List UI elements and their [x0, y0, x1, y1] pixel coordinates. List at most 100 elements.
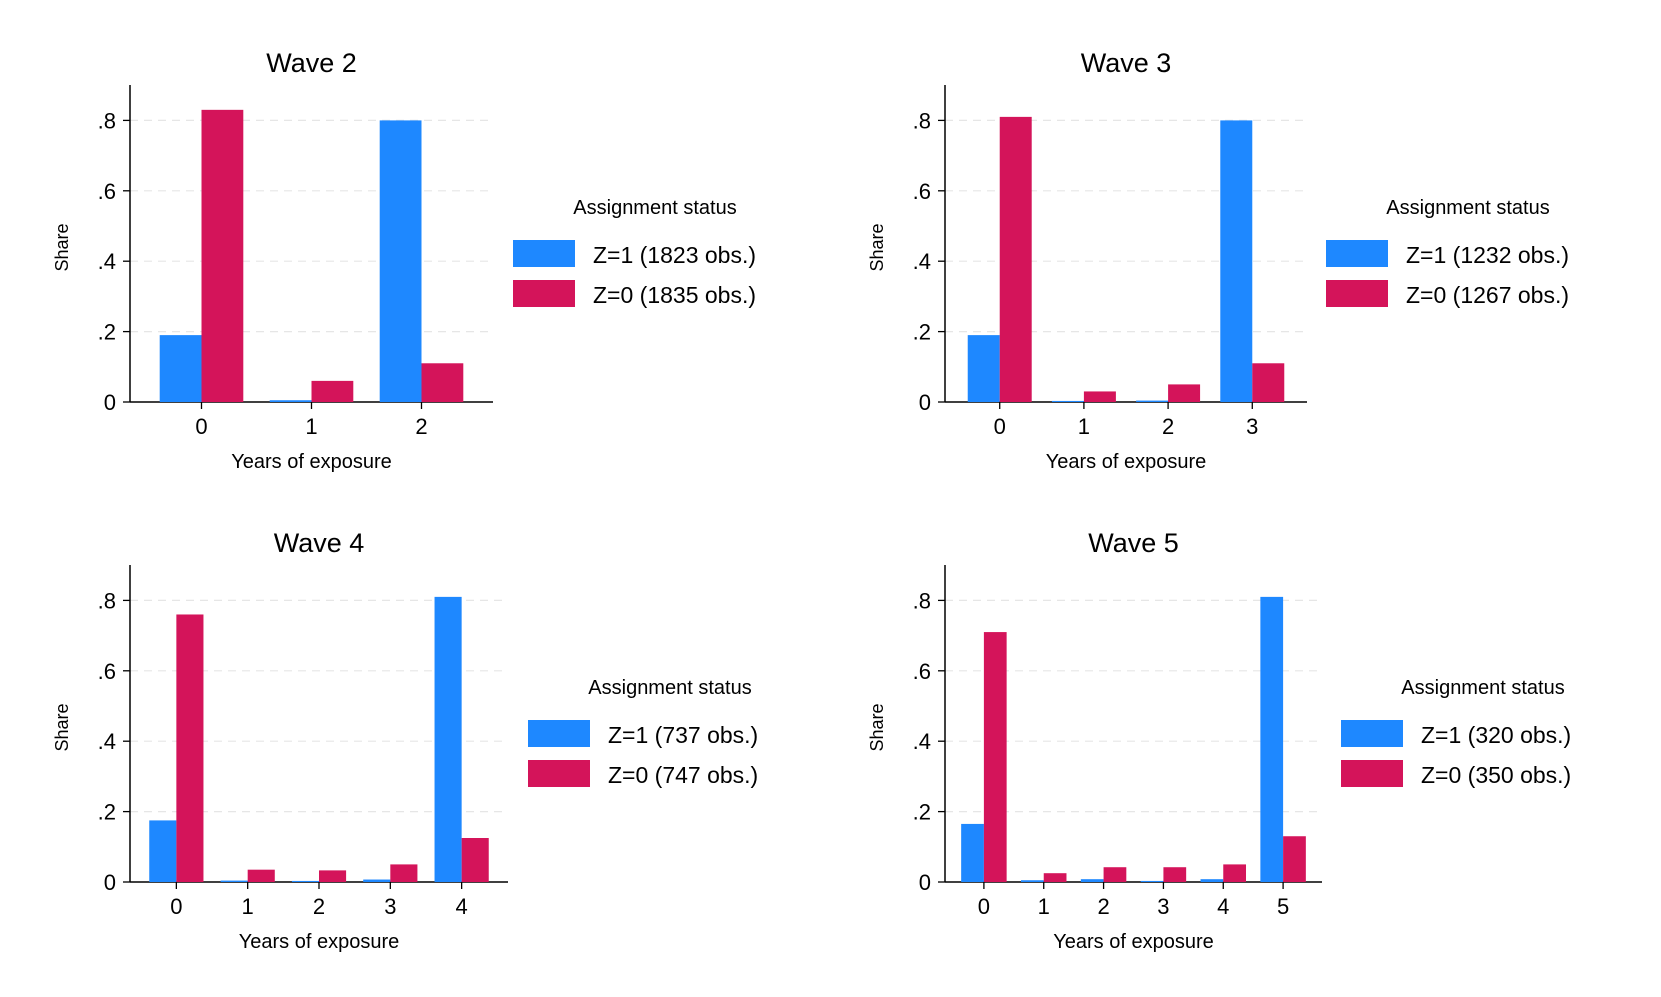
legend-label-z1: Z=1 (320 obs.) — [1421, 722, 1571, 748]
legend-label-z1: Z=1 (737 obs.) — [608, 722, 758, 748]
bar-z1-cat-0 — [967, 335, 1000, 402]
bar-z1-cat-0 — [149, 820, 177, 882]
y-tick-label: .4 — [98, 729, 116, 754]
bar-z1-cat-4 — [1200, 879, 1224, 882]
legend-title: Assignment status — [1401, 677, 1564, 699]
legend: Assignment status Z=1 (1232 obs.) Z=0 (126… — [1326, 197, 1569, 308]
chart-title: Wave 5 — [1088, 528, 1179, 558]
bar-z1-cat-1 — [1020, 880, 1044, 882]
bar-z1-cat-5 — [1260, 596, 1284, 882]
y-tick-label: 0 — [104, 390, 116, 415]
legend: Assignment status Z=1 (320 obs.) Z=0 (350 … — [1341, 677, 1571, 788]
bar-z1-cat-3 — [1140, 880, 1164, 882]
bar-z1-cat-3 — [363, 879, 391, 882]
legend-swatch-z0 — [513, 280, 575, 307]
legend-label-z0: Z=0 (350 obs.) — [1421, 762, 1571, 788]
x-tick-label: 4 — [456, 894, 468, 919]
legend-swatch-z0 — [1341, 760, 1403, 787]
legend-title: Assignment status — [588, 677, 751, 699]
y-tick-label: .6 — [98, 659, 116, 684]
bar-z1-cat-2 — [379, 120, 422, 403]
legend-title: Assignment status — [573, 197, 736, 219]
bar-z0-cat-4 — [1223, 864, 1247, 882]
bar-z0-cat-4 — [461, 838, 489, 882]
legend-label-z0: Z=0 (747 obs.) — [608, 762, 758, 788]
legend-title: Assignment status — [1386, 197, 1549, 219]
y-tick-label: .6 — [913, 179, 931, 204]
x-axis-label: Years of exposure — [1046, 451, 1206, 473]
x-tick-label: 3 — [1246, 414, 1258, 439]
chart-panel-4: 0 .2 .4 .6 .8 0 1 2 3 4 5 Wave 5 Years of exposure Sh… — [867, 528, 1571, 953]
legend-label-z1: Z=1 (1232 obs.) — [1406, 242, 1569, 268]
bar-z0-cat-5 — [1283, 836, 1306, 882]
bar-z0-cat-1 — [1043, 873, 1067, 882]
y-tick-label: .8 — [98, 108, 116, 133]
x-tick-label: 0 — [170, 894, 182, 919]
y-tick-label: .4 — [913, 249, 931, 274]
y-axis-label: Share — [867, 703, 887, 751]
x-tick-label: 5 — [1277, 894, 1289, 919]
legend: Assignment status Z=1 (737 obs.) Z=0 (747 … — [528, 677, 758, 788]
x-tick-label: 2 — [1097, 894, 1109, 919]
x-tick-label: 4 — [1217, 894, 1229, 919]
legend: Assignment status Z=1 (1823 obs.) Z=0 (183… — [513, 197, 756, 308]
bar-z1-cat-1 — [269, 400, 312, 402]
legend-label-z1: Z=1 (1823 obs.) — [593, 242, 756, 268]
bar-z1-cat-1 — [1051, 400, 1084, 402]
bar-z0-cat-3 — [1252, 363, 1285, 402]
legend-swatch-z1 — [528, 720, 590, 747]
x-tick-label: 3 — [384, 894, 396, 919]
y-tick-label: .6 — [98, 179, 116, 204]
x-axis-label: Years of exposure — [231, 451, 391, 473]
x-tick-label: 0 — [195, 414, 207, 439]
bar-z0-cat-3 — [390, 864, 418, 882]
x-tick-label: 0 — [978, 894, 990, 919]
bar-z0-cat-0 — [999, 116, 1032, 402]
bar-z1-cat-2 — [1080, 879, 1104, 882]
y-axis-label: Share — [52, 223, 72, 271]
y-tick-label: .2 — [98, 800, 116, 825]
y-tick-label: .8 — [913, 588, 931, 613]
legend-swatch-z1 — [1326, 240, 1388, 267]
x-axis-label: Years of exposure — [239, 931, 399, 953]
x-tick-label: 1 — [1078, 414, 1090, 439]
y-tick-label: .2 — [913, 800, 931, 825]
chart-panel-2: 0 .2 .4 .6 .8 0 1 2 3 Wave 3 Years of exposure Shar… — [867, 48, 1569, 473]
x-axis-label: Years of exposure — [1053, 931, 1213, 953]
x-tick-label: 1 — [242, 894, 254, 919]
y-axis-label: Share — [52, 703, 72, 751]
y-axis-label: Share — [867, 223, 887, 271]
chart-title: Wave 3 — [1081, 48, 1172, 78]
y-tick-label: .4 — [913, 729, 931, 754]
chart-title: Wave 2 — [266, 48, 357, 78]
legend-swatch-z0 — [528, 760, 590, 787]
x-tick-label: 2 — [415, 414, 427, 439]
bar-z1-cat-0 — [961, 823, 984, 882]
bar-z0-cat-3 — [1163, 867, 1187, 882]
bar-z0-cat-1 — [311, 380, 354, 402]
x-tick-label: 2 — [1162, 414, 1174, 439]
legend-swatch-z1 — [1341, 720, 1403, 747]
bar-z0-cat-0 — [201, 109, 244, 402]
y-tick-label: .8 — [913, 108, 931, 133]
y-tick-label: 0 — [919, 390, 931, 415]
bar-z1-cat-3 — [1220, 120, 1253, 403]
x-tick-label: 0 — [994, 414, 1006, 439]
bar-z1-cat-2 — [291, 880, 319, 882]
y-tick-label: 0 — [919, 870, 931, 895]
bar-z1-cat-4 — [434, 596, 462, 882]
legend-label-z0: Z=0 (1835 obs.) — [593, 282, 756, 308]
legend-swatch-z0 — [1326, 280, 1388, 307]
y-tick-label: .2 — [98, 320, 116, 345]
bar-z0-cat-1 — [247, 869, 275, 882]
bar-z0-cat-1 — [1083, 391, 1116, 402]
bar-z1-cat-2 — [1136, 400, 1169, 402]
legend-swatch-z1 — [513, 240, 575, 267]
chart-panel-1: 0 .2 .4 .6 .8 0 1 2 Wave 2 Years of exposure Share… — [52, 48, 756, 473]
bar-z0-cat-2 — [319, 870, 347, 882]
x-tick-label: 2 — [313, 894, 325, 919]
chart-panel-3: 0 .2 .4 .6 .8 0 1 2 3 4 Wave 4 Years of exposure Sha… — [52, 528, 758, 953]
y-tick-label: .2 — [913, 320, 931, 345]
